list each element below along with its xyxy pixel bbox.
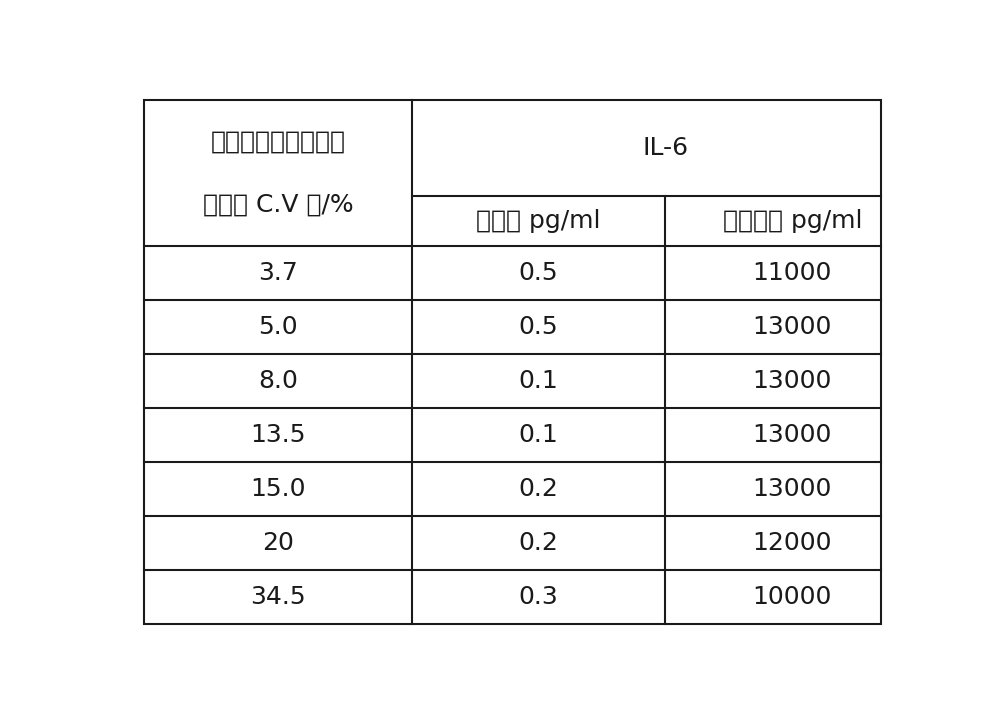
Text: 0.1: 0.1: [519, 369, 558, 393]
Text: 10000: 10000: [753, 585, 832, 609]
Text: 检测上限 pg/ml: 检测上限 pg/ml: [723, 209, 862, 233]
Text: 0.1: 0.1: [519, 423, 558, 447]
Text: 15.0: 15.0: [250, 478, 306, 501]
Text: 0.5: 0.5: [519, 261, 558, 285]
Text: 0.2: 0.2: [519, 478, 558, 501]
Text: 3.7: 3.7: [258, 261, 298, 285]
Text: 13.5: 13.5: [250, 423, 306, 447]
Text: 13000: 13000: [753, 369, 832, 393]
Text: 13000: 13000: [753, 478, 832, 501]
Text: 0.2: 0.2: [519, 531, 558, 555]
Text: 34.5: 34.5: [250, 585, 306, 609]
Text: 灵敏度 pg/ml: 灵敏度 pg/ml: [476, 209, 601, 233]
Text: IL-6: IL-6: [642, 136, 689, 160]
Text: 20: 20: [262, 531, 294, 555]
Text: 13000: 13000: [753, 315, 832, 339]
Text: 5.0: 5.0: [258, 315, 298, 339]
Text: 受体颗粒粒径分布变

异系数 C.V 值/%: 受体颗粒粒径分布变 异系数 C.V 值/%: [203, 129, 353, 217]
Text: 8.0: 8.0: [258, 369, 298, 393]
Text: 0.3: 0.3: [519, 585, 558, 609]
Text: 13000: 13000: [753, 423, 832, 447]
Text: 12000: 12000: [753, 531, 832, 555]
Text: 0.5: 0.5: [519, 315, 558, 339]
Text: 11000: 11000: [753, 261, 832, 285]
